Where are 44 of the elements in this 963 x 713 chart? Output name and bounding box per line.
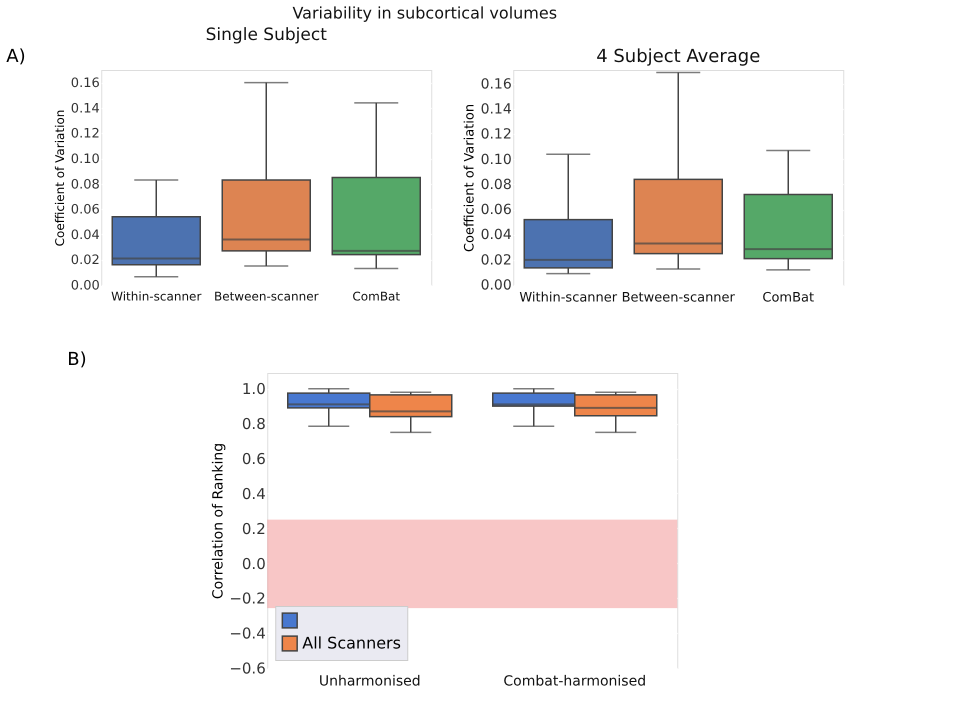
y-tick-label: 0.06 [70, 202, 100, 218]
y-tick-label: 0.4 [242, 484, 266, 503]
y-tick-label: 0.08 [70, 177, 100, 192]
y-tick-label: 0.02 [70, 253, 100, 268]
y-tick-label: 0.14 [480, 101, 512, 118]
y-tick-label: 0.06 [480, 202, 512, 218]
chart-title: Single Subject [206, 25, 328, 45]
x-tick-label: Within-scanner [519, 290, 618, 306]
y-tick-label: 0.8 [242, 415, 266, 434]
y-tick-label: 0.16 [70, 76, 100, 92]
y-tick-label: 0.00 [480, 278, 512, 294]
y-tick-label: 0.0 [242, 554, 266, 573]
y-tick-label: −0.6 [229, 660, 266, 678]
y-tick-label: 0.16 [480, 76, 512, 92]
y-tick-label: 0.04 [480, 227, 512, 244]
y-axis-title: Coefficient of Variation [52, 110, 67, 246]
x-tick-label: Between-scanner [214, 290, 319, 304]
y-tick-label: 0.12 [480, 126, 512, 143]
text: B) [67, 349, 87, 370]
y-axis-title: Coefficient of Variation [462, 104, 478, 252]
y-tick-label: 0.2 [242, 520, 266, 538]
x-tick-label: Between-scanner [622, 290, 736, 306]
x-tick-label: Unharmonised [318, 674, 421, 690]
y-axis-title: Correlation of Ranking [210, 442, 226, 600]
x-tick-label: Combat-harmonised [503, 674, 646, 690]
y-tick-label: 0.02 [480, 252, 512, 268]
chart-title: 4 Subject Average [596, 46, 760, 67]
text: Variability in subcortical volumes [292, 4, 558, 22]
x-tick-label: ComBat [352, 290, 400, 304]
y-tick-label: 0.10 [480, 152, 512, 168]
y-tick-label: 1.0 [242, 380, 266, 398]
x-tick-label: Within-scanner [111, 290, 202, 304]
y-tick-label: 0.14 [70, 101, 100, 116]
y-tick-label: 0.04 [70, 228, 100, 243]
x-tick-label: ComBat [762, 290, 814, 306]
y-tick-label: 0.08 [480, 176, 512, 193]
y-tick-label: 0.12 [70, 126, 100, 142]
y-tick-label: 0.10 [70, 152, 100, 168]
y-tick-label: −0.2 [229, 590, 266, 608]
y-tick-label: 0.6 [242, 450, 266, 468]
y-tick-label: 0.00 [70, 278, 100, 294]
y-tick-label: −0.4 [229, 624, 266, 643]
text: A) [6, 46, 26, 67]
legend-label: All Scanners [302, 634, 401, 652]
